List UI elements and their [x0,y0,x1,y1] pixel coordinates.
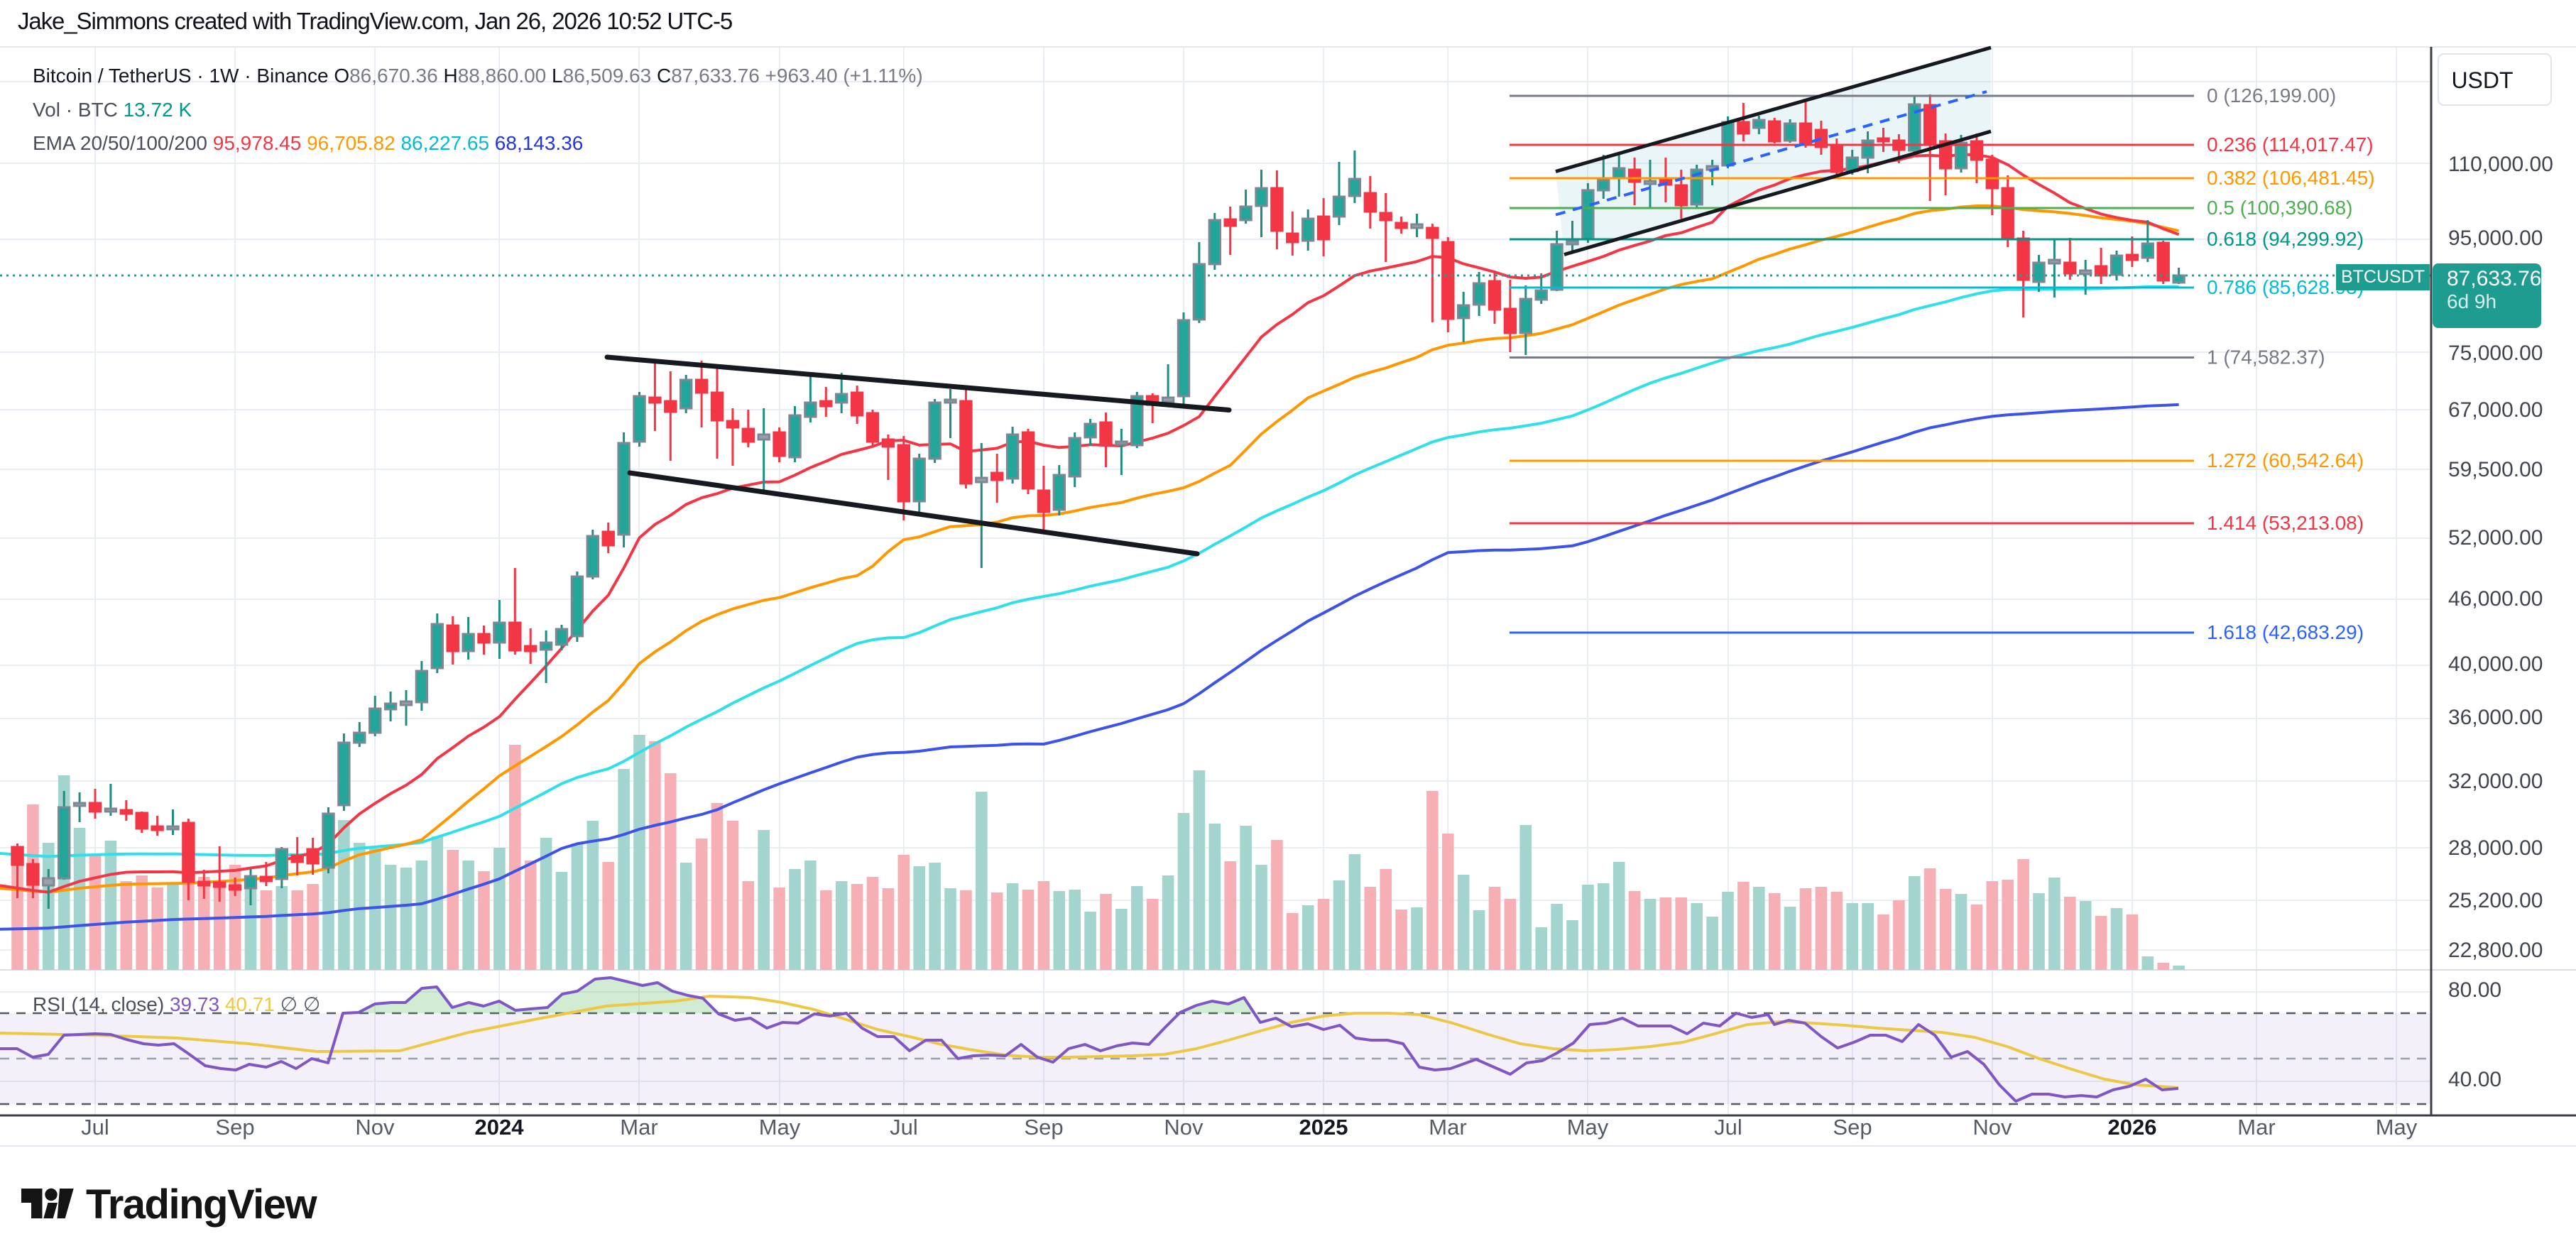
svg-text:Nov: Nov [355,1115,395,1140]
svg-text:EMA 20/50/100/200 95,978.45: EMA 20/50/100/200 95,978.45 96,705.82 86… [33,132,583,154]
svg-text:22,800.00: 22,800.00 [2448,939,2543,962]
svg-text:25,200.00: 25,200.00 [2448,889,2543,912]
svg-text:RSI (14, close) 39.73 40.71: RSI (14, close) 39.73 40.71 ∅ ∅ [33,993,320,1015]
svg-text:Sep: Sep [215,1115,254,1140]
svg-text:1.414 (53,213.08): 1.414 (53,213.08) [2207,512,2364,534]
svg-text:Sep: Sep [1833,1115,1872,1140]
svg-text:Mar: Mar [620,1115,657,1140]
svg-text:46,000.00: 46,000.00 [2448,587,2543,611]
svg-text:0.618 (94,299.92): 0.618 (94,299.92) [2207,228,2364,250]
svg-text:Mar: Mar [2237,1115,2275,1140]
svg-text:1.618 (42,683.29): 1.618 (42,683.29) [2207,621,2364,643]
svg-text:59,500.00: 59,500.00 [2448,458,2543,481]
svg-text:Vol · BTC 13.72 K: Vol · BTC 13.72 K [33,99,192,121]
svg-text:Mar: Mar [1429,1115,1466,1140]
svg-text:75,000.00: 75,000.00 [2448,342,2543,365]
svg-text:2024: 2024 [475,1115,525,1140]
svg-text:87,633.76: 87,633.76 [2447,267,2541,290]
svg-text:BTCUSDT: BTCUSDT [2341,267,2425,287]
svg-text:0.236 (114,017.47): 0.236 (114,017.47) [2207,133,2374,155]
svg-text:May: May [759,1115,801,1140]
svg-text:32,000.00: 32,000.00 [2448,770,2543,793]
svg-text:May: May [1567,1115,1609,1140]
svg-text:52,000.00: 52,000.00 [2448,526,2543,550]
svg-text:1.272 (60,542.64): 1.272 (60,542.64) [2207,449,2364,471]
svg-text:0 (126,199.00): 0 (126,199.00) [2207,84,2336,107]
svg-text:95,000.00: 95,000.00 [2448,226,2543,250]
svg-text:40.00: 40.00 [2448,1068,2501,1091]
svg-text:28,000.00: 28,000.00 [2448,836,2543,860]
svg-text:40,000.00: 40,000.00 [2448,652,2543,676]
svg-text:36,000.00: 36,000.00 [2448,706,2543,729]
svg-text:Bitcoin / TetherUS · 1W · Bina: Bitcoin / TetherUS · 1W · Binance O86,67… [33,65,923,87]
svg-text:0.5 (100,390.68): 0.5 (100,390.68) [2207,197,2353,219]
svg-text:0.382 (106,481.45): 0.382 (106,481.45) [2207,167,2375,189]
svg-text:110,000.00: 110,000.00 [2448,153,2553,176]
svg-text:USDT: USDT [2451,67,2513,93]
svg-text:Jul: Jul [890,1115,918,1140]
svg-text:2025: 2025 [1299,1115,1348,1140]
svg-text:2026: 2026 [2108,1115,2157,1140]
svg-text:May: May [2376,1115,2418,1140]
svg-text:67,000.00: 67,000.00 [2448,398,2543,422]
svg-text:Jake_Simmons created with Trad: Jake_Simmons created with TradingView.co… [18,8,732,34]
svg-text:Sep: Sep [1024,1115,1063,1140]
svg-text:Jul: Jul [1714,1115,1742,1140]
svg-text:1 (74,582.37): 1 (74,582.37) [2207,346,2325,368]
svg-text:TradingView: TradingView [86,1181,317,1228]
svg-text:Nov: Nov [1164,1115,1204,1140]
svg-text:Nov: Nov [1972,1115,2012,1140]
svg-text:80.00: 80.00 [2448,978,2501,1002]
svg-text:Jul: Jul [81,1115,109,1140]
svg-text:6d 9h: 6d 9h [2447,290,2496,312]
